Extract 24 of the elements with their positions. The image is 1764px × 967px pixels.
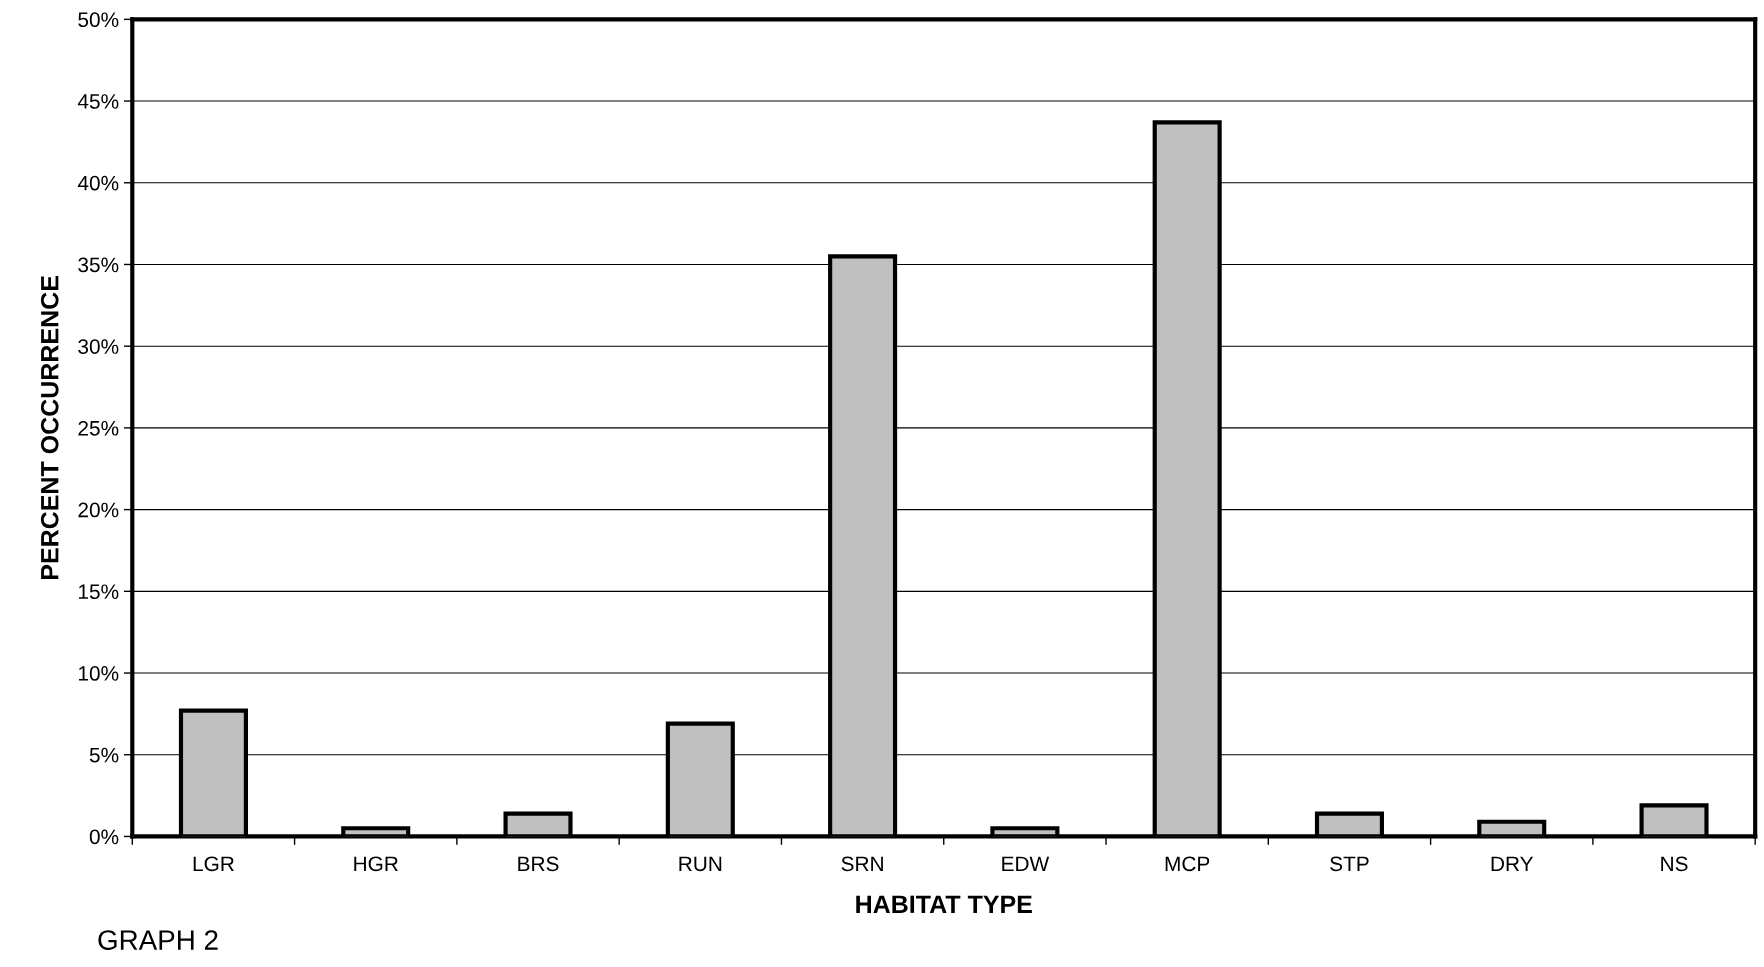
y-tick-label: 40% xyxy=(77,175,119,191)
y-tick-label: 0% xyxy=(89,829,119,845)
y-tick-label: 35% xyxy=(78,257,119,273)
x-tick-label: BRS xyxy=(518,856,559,872)
y-tick-label: 25% xyxy=(78,420,119,436)
y-tick-label: 10% xyxy=(79,666,119,681)
x-tick-label: SRN xyxy=(841,856,883,872)
x-tick-label: HGR xyxy=(354,856,398,872)
y-tick-label: 45% xyxy=(77,94,119,109)
x-tick-label: EDW xyxy=(1002,856,1050,871)
y-tick-label: 5% xyxy=(89,747,119,763)
x-tick-label: LGR xyxy=(193,856,234,872)
y-axis-title: PERCENT OCCURRENCE xyxy=(40,276,59,580)
x-tick-label: NS xyxy=(1661,856,1688,872)
y-tick-label: 15% xyxy=(79,584,119,600)
y-tick-label: 20% xyxy=(78,502,119,518)
y-tick-label: 50% xyxy=(78,12,119,28)
x-axis-title: HABITAT TYPE xyxy=(856,895,1032,913)
x-tick-label: STP xyxy=(1330,856,1369,872)
x-tick-label: RUN xyxy=(679,856,722,872)
caption: GRAPH 2 xyxy=(98,930,218,950)
x-tick-label: DRY xyxy=(1491,856,1534,871)
y-tick-label: 30% xyxy=(78,339,119,354)
x-tick-label: MCP xyxy=(1165,856,1210,872)
